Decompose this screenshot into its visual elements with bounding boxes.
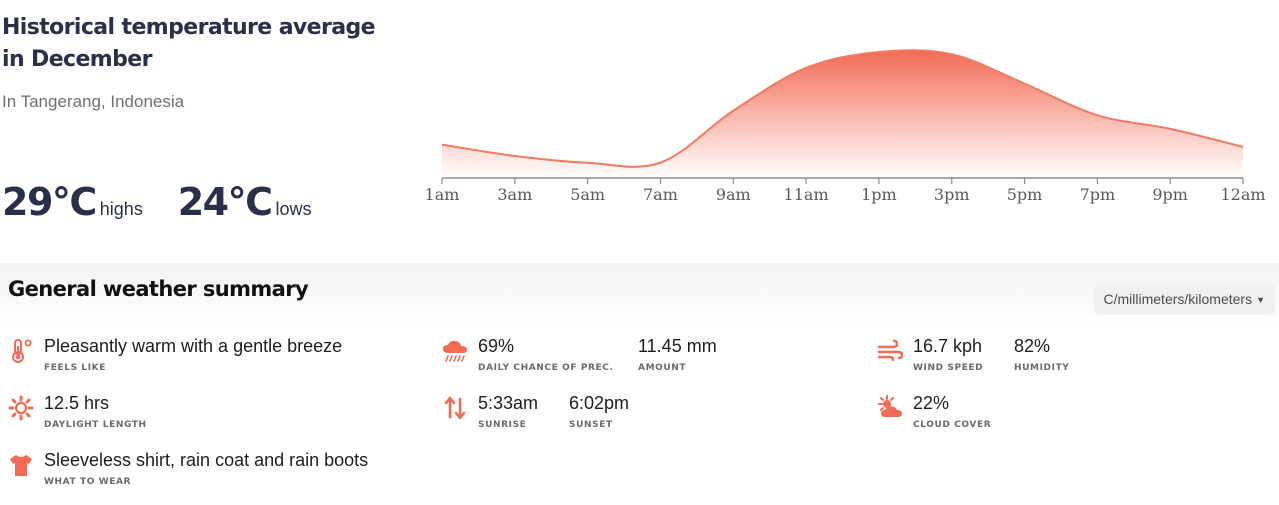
sunset-label: SUNSET — [569, 420, 613, 430]
x-tick-label: 9pm — [1152, 185, 1188, 204]
daylight-value: 12.5 hrs — [44, 393, 110, 413]
x-tick-label: 5pm — [1007, 185, 1043, 204]
low-temperature: 24°C — [177, 180, 273, 224]
unit-selector-label: C/millimeters/kilometers — [1103, 291, 1253, 307]
x-ticks: 1am 3am 5am 7am 9am 11am 1pm 3pm 5pm 7pm 9pm 12am — [425, 178, 1266, 204]
sunrise-sunset-arrows-icon — [444, 396, 466, 420]
temperature-line — [441, 49, 1244, 168]
shirt-icon — [10, 455, 32, 476]
x-tick-label: 3pm — [934, 185, 970, 204]
x-tick-label: 7pm — [1080, 185, 1116, 204]
what-to-wear-value: Sleeveless shirt, rain coat and rain boo… — [44, 450, 369, 470]
summary-title: General weather summary — [8, 277, 309, 301]
page-title: Historical temperature average in Decemb… — [2, 15, 376, 72]
precipitation-amount-label: AMOUNT — [638, 363, 687, 373]
sunset-value: 6:02pm — [569, 393, 630, 413]
precipitation-chance-value: 69% — [478, 336, 515, 356]
precipitation-chance-label: DAILY CHANCE OF PREC. — [478, 363, 614, 373]
x-tick-label: 7am — [643, 185, 678, 204]
high-temperature: 29°C — [2, 180, 97, 224]
x-tick-label: 1am — [425, 185, 460, 204]
x-tick-label: 1pm — [861, 185, 897, 204]
cloud-cover-label: CLOUD COVER — [913, 420, 992, 430]
humidity-label: HUMIDITY — [1014, 363, 1070, 373]
rain-cloud-icon — [443, 340, 467, 362]
sun-gear-icon — [8, 395, 34, 421]
cloud-cover-value: 22% — [913, 393, 950, 413]
sunrise-value: 5:33am — [478, 393, 539, 413]
unit-selector[interactable]: C/millimeters/kilometers ▼ — [1093, 283, 1275, 315]
x-tick-label: 5am — [570, 185, 605, 204]
precipitation-amount-value: 11.45 mm — [638, 336, 717, 356]
temperature-area — [442, 50, 1243, 179]
x-tick-label: 9am — [716, 185, 751, 204]
low-caption: lows — [275, 199, 312, 219]
temperature-summary: 29°C highs 24°C lows — [2, 180, 312, 224]
feels-like-value: Pleasantly warm with a gentle breeze — [44, 336, 343, 356]
high-caption: highs — [99, 199, 143, 219]
summary-header-band — [0, 263, 1279, 325]
partly-cloudy-icon — [878, 395, 902, 417]
wind-speed-value: 16.7 kph — [913, 336, 983, 356]
x-tick-label: 11am — [784, 185, 829, 204]
x-tick-label: 3am — [497, 185, 532, 204]
feels-like-label: FEELS LIKE — [44, 363, 106, 373]
thermometer-icon — [12, 339, 32, 363]
sunrise-label: SUNRISE — [478, 420, 527, 430]
temperature-chart: 1am 3am 5am 7am 9am 11am 1pm 3pm 5pm 7pm 9pm 12am — [425, 49, 1266, 204]
daylight-label: DAYLIGHT LENGTH — [44, 420, 147, 430]
location-subtitle: In Tangerang, Indonesia — [2, 92, 185, 111]
wind-icon — [877, 339, 903, 362]
humidity-value: 82% — [1014, 336, 1051, 356]
wind-speed-label: WIND SPEED — [913, 363, 984, 373]
x-tick-label: 12am — [1220, 185, 1265, 204]
what-to-wear-label: WHAT TO WEAR — [44, 477, 132, 487]
chevron-down-icon: ▼ — [1256, 295, 1265, 305]
